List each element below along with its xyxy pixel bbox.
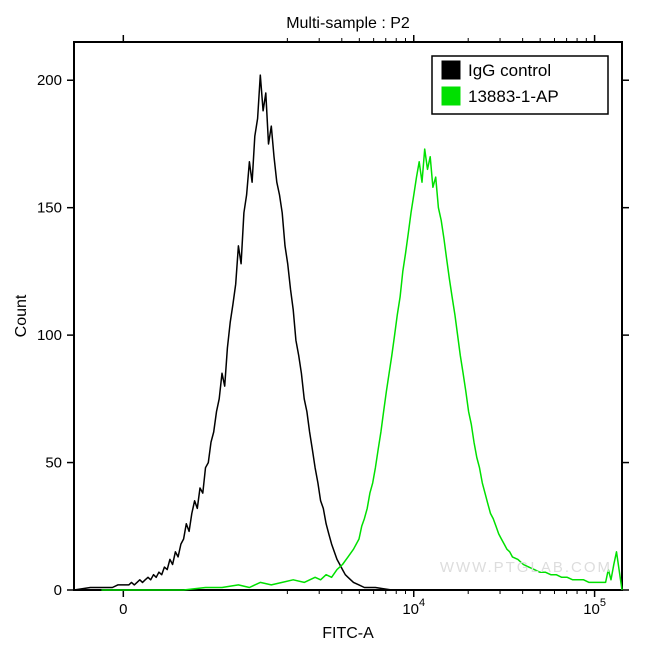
- svg-text:Multi-sample : P2: Multi-sample : P2: [286, 15, 410, 32]
- svg-text:0: 0: [119, 601, 127, 618]
- svg-text:0: 0: [54, 582, 62, 599]
- svg-text:13883-1-AP: 13883-1-AP: [468, 87, 559, 106]
- svg-text:50: 50: [45, 455, 62, 472]
- svg-text:IgG control: IgG control: [468, 61, 551, 80]
- svg-text:100: 100: [37, 327, 62, 344]
- chart-svg: Multi-sample : P20501001502000104105FITC…: [0, 0, 650, 661]
- svg-text:FITC-A: FITC-A: [322, 625, 374, 642]
- flow-cytometry-histogram: Multi-sample : P20501001502000104105FITC…: [0, 0, 650, 661]
- svg-text:WWW.PTGLAB.COM: WWW.PTGLAB.COM: [440, 559, 612, 576]
- svg-text:Count: Count: [13, 294, 30, 337]
- svg-text:200: 200: [37, 72, 62, 89]
- svg-text:150: 150: [37, 200, 62, 217]
